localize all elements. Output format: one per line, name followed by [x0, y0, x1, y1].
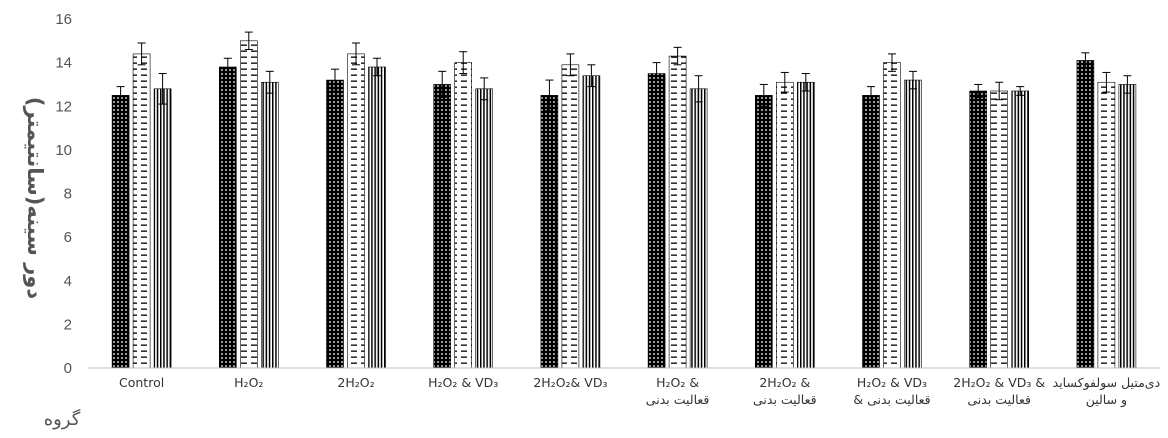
bars-layer — [111, 31, 1137, 369]
x-tick-label: Control — [119, 375, 164, 390]
bar — [1118, 84, 1137, 369]
bar — [775, 81, 794, 369]
y-tick-label: 4 — [64, 273, 72, 290]
x-tick-label: H₂O₂ & VD₃ — [428, 375, 498, 390]
y-tick-label: 14 — [55, 55, 72, 72]
x-tick-label: H₂O₂ — [234, 375, 263, 390]
bar — [326, 79, 344, 369]
bar — [582, 75, 601, 369]
y-tick-label: 6 — [64, 229, 72, 246]
y-tick-label: 0 — [64, 360, 72, 377]
x-tick-label: 2H₂O₂ — [337, 375, 374, 390]
y-axis: 0 2 4 6 8 10 12 14 16 — [55, 11, 72, 377]
x-tick-label: H₂O₂ & VD₃ — [857, 375, 927, 390]
x-axis-label: گروه — [44, 408, 81, 430]
y-axis-label: دور سینه(سانتیمتر) — [23, 97, 47, 299]
x-tick-label: 2H₂O₂ & VD₃ & — [953, 375, 1045, 390]
bar — [647, 73, 666, 369]
bar — [433, 84, 452, 369]
bar — [153, 88, 172, 369]
bar — [1011, 90, 1030, 369]
y-tick-label: 2 — [64, 316, 72, 333]
bar — [219, 66, 237, 369]
bar — [132, 53, 151, 369]
y-tick-label: 16 — [55, 11, 72, 28]
bar — [969, 90, 988, 369]
bar — [475, 88, 494, 369]
x-tick-label: H₂O₂ & — [656, 375, 699, 390]
bar — [862, 95, 880, 369]
bar — [1097, 81, 1116, 369]
bar — [668, 55, 687, 369]
x-tick-label: قعالیت بدنی — [753, 392, 817, 407]
bar — [454, 62, 473, 369]
x-tick-label: و سالین — [1086, 392, 1127, 408]
y-tick-label: 8 — [64, 186, 72, 203]
bar — [561, 64, 580, 369]
bar — [883, 62, 901, 369]
bar — [990, 90, 1009, 369]
x-tick-label: & قعالیت بدنی — [853, 392, 930, 407]
bar — [1076, 60, 1095, 369]
bar — [796, 81, 815, 369]
y-tick-label: 12 — [55, 98, 72, 115]
x-tick-label: قعالیت بدنی — [646, 392, 710, 407]
bar — [260, 81, 279, 369]
x-tick-label: 2H₂O₂& VD₃ — [533, 375, 607, 390]
bar — [111, 95, 130, 369]
bar — [540, 95, 559, 369]
bar — [347, 53, 365, 369]
bar — [754, 95, 773, 369]
bar — [904, 79, 922, 369]
bar — [240, 40, 258, 369]
x-axis: Control H₂O₂ 2H₂O₂ H₂O₂ & VD₃ 2H₂O₂& VD₃ H₂O₂… — [88, 367, 1161, 408]
bar — [368, 66, 386, 369]
x-tick-label: قعالیت بدنی — [967, 392, 1031, 407]
y-tick-label: 10 — [55, 142, 72, 159]
bar — [689, 88, 708, 369]
x-tick-label: دی‌متیل سولفوکساید — [1053, 375, 1161, 391]
x-tick-label: 2H₂O₂ & — [759, 375, 810, 390]
